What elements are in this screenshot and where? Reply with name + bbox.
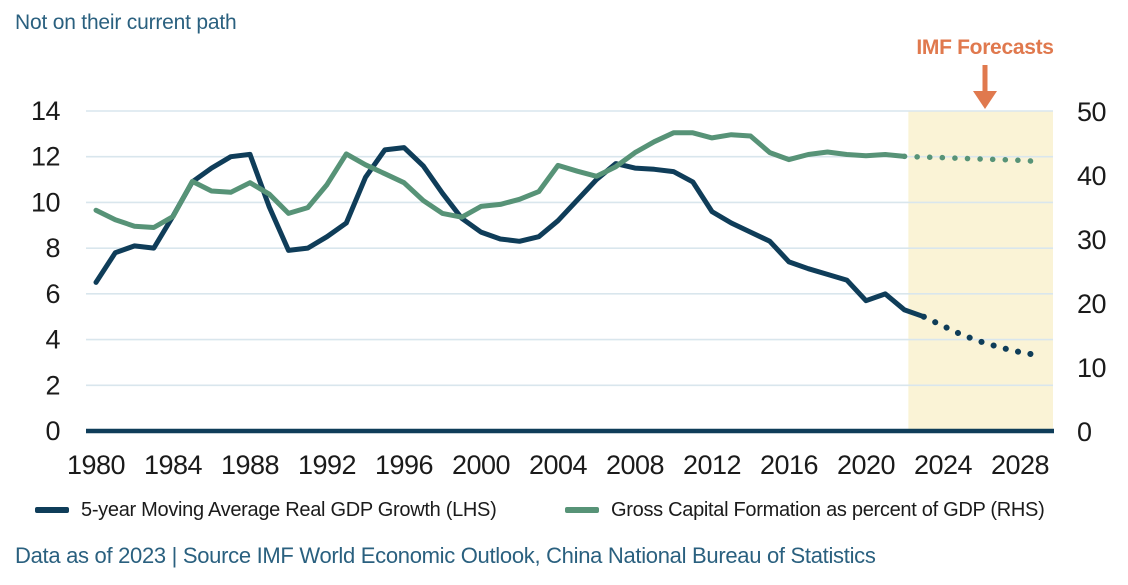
y-axis-label-right: 40 [1077, 161, 1106, 191]
x-axis-label: 2008 [606, 450, 664, 480]
x-axis-label: 1992 [298, 450, 356, 480]
x-axis-label: 1996 [375, 450, 433, 480]
legend-label-capital-formation: Gross Capital Formation as percent of GD… [611, 498, 1045, 521]
y-axis-label-left: 10 [31, 187, 60, 217]
x-axis-label: 2024 [914, 450, 973, 480]
x-axis-label: 2000 [452, 450, 510, 480]
legend: 5-year Moving Average Real GDP Growth (L… [0, 499, 1128, 525]
y-axis-label-left: 4 [45, 325, 60, 355]
gdp-growth-line-solid [93, 145, 927, 320]
y-axis-label-right: 20 [1077, 289, 1106, 319]
y-axis-label-right: 30 [1077, 225, 1106, 255]
capital-formation-line-solid [93, 130, 907, 230]
y-axis-label-left: 0 [45, 416, 60, 446]
y-axis-label-left: 8 [45, 233, 60, 263]
down-arrow-icon [973, 65, 997, 109]
gdp-growth-line-swatch [35, 507, 69, 513]
x-axis-label: 1980 [67, 450, 125, 480]
legend-label-gdp-growth: 5-year Moving Average Real GDP Growth (L… [81, 498, 497, 521]
x-axis-label: 2004 [529, 450, 588, 480]
forecast-annotation: IMF Forecasts [903, 36, 1067, 111]
forecast-region [908, 111, 1053, 431]
capital-formation-line-swatch [565, 507, 599, 513]
legend-item-capital-formation: Gross Capital Formation as percent of GD… [565, 498, 1045, 521]
y-axis-label-right: 10 [1077, 353, 1106, 383]
y-axis-label-left: 2 [45, 370, 60, 400]
page-title: Not on their current path [15, 11, 237, 34]
legend-item-gdp-growth: 5-year Moving Average Real GDP Growth (L… [35, 498, 497, 521]
x-axis-label: 1984 [144, 450, 203, 480]
x-axis-label: 2012 [683, 450, 741, 480]
capital-formation-line-forecast-dotted [901, 153, 1043, 165]
y-axis-label-left: 14 [31, 96, 61, 126]
y-axis-label-right: 0 [1077, 417, 1092, 447]
x-axis-label: 1988 [221, 450, 279, 480]
forecast-label: IMF Forecasts [916, 36, 1054, 59]
gdp-growth-line-forecast-dotted [920, 313, 1043, 359]
x-axis-label: 2020 [837, 450, 895, 480]
source-note: Data as of 2023 | Source IMF World Econo… [15, 543, 876, 568]
x-axis-label: 2016 [760, 450, 818, 480]
y-axis-label-left: 12 [31, 142, 60, 172]
x-axis-label: 2028 [991, 450, 1049, 480]
y-axis-label-right: 50 [1077, 97, 1106, 127]
y-axis-label-left: 6 [45, 279, 60, 309]
